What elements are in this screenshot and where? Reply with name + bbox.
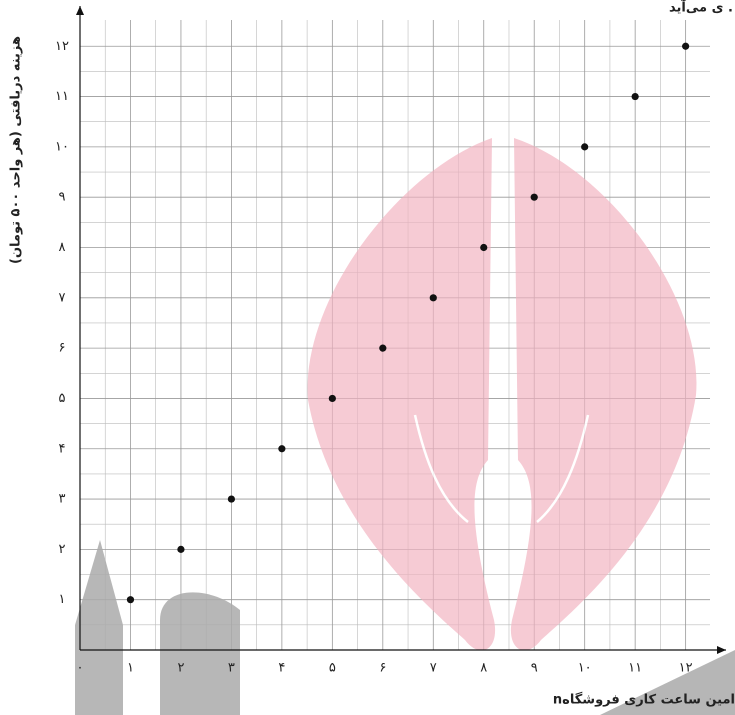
point [278,445,286,453]
x-tick-label: ۷ [430,661,437,676]
y-axis-label: هزینه دریافتی (هر واحد ۵۰۰ تومان) [9,36,24,264]
y-tick-label: ۴ [59,441,66,456]
x-tick-label: ۴ [278,661,285,676]
point [581,143,589,151]
point [126,596,135,604]
y-axis-arrow [76,6,84,15]
x-tick-label: ۰ [77,661,84,676]
point [379,344,387,352]
y-tick-label: ۶ [59,341,66,356]
y-tick-label: ۱ [59,592,66,607]
y-tick-label: ۱۰ [55,139,69,154]
point [177,545,185,553]
y-tick-label: ۵ [59,391,66,406]
axes [76,6,726,654]
x-tick-label: ۸ [480,661,487,676]
annotation: ی می‌آید . [669,0,733,16]
x-tick-label: ۱ [127,661,134,676]
x-axis-label: nامین ساعت کاری فروشگاه [553,692,735,708]
x-tick-label: ۳ [228,661,235,676]
y-tick-label: ۷ [59,290,66,305]
point [682,42,690,50]
x-tick-label: ۱۰ [578,661,592,676]
y-tick-label: ۹ [59,190,66,205]
watermark [75,138,735,715]
y-tick-label: ۱۲ [55,39,69,54]
x-tick-label: ۱۱ [628,661,642,676]
y-tick-label: ۳ [59,492,66,507]
x-axis-arrow [717,646,726,654]
point [328,394,336,403]
x-tick-label: ۱۲ [679,661,693,676]
point [429,294,437,302]
point [631,92,639,101]
y-tick-label: ۸ [59,240,66,255]
x-tick-label: ۹ [531,661,538,676]
point [227,495,236,503]
x-tick-label: ۲ [177,661,184,676]
y-tick-label: ۲ [59,542,66,557]
x-tick-label: ۶ [379,661,386,676]
point [530,193,538,201]
x-tick-label: ۵ [329,661,336,676]
y-tick-label: ۱۱ [55,89,69,104]
point [480,243,488,252]
